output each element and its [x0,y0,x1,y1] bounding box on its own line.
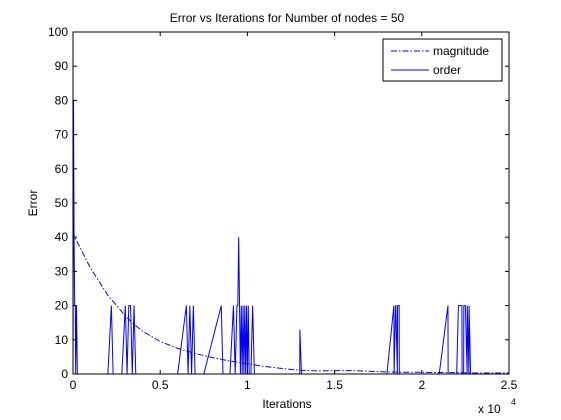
x-multiplier-text: x 10 [478,402,501,416]
y-tick-label: 90 [55,59,69,73]
x-tick-label: 2 [418,378,425,392]
plot-area [73,32,509,374]
y-tick-label: 30 [55,264,69,278]
x-multiplier-exponent: 4 [511,397,516,407]
y-tick-label: 70 [55,128,69,142]
legend-label-order: order [433,63,461,77]
x-multiplier: x 10 4 [478,397,516,416]
y-tick-label: 50 [55,196,69,210]
x-axis-label: Iterations [262,397,311,411]
y-tick-label: 40 [55,230,69,244]
x-tick-label: 0 [70,378,77,392]
y-tick-label: 20 [55,299,69,313]
y-tick-label: 10 [55,333,69,347]
y-tick-label: 60 [55,162,69,176]
x-tick-label: 1.5 [326,378,343,392]
y-tick-label: 0 [61,367,68,381]
y-tick-label: 100 [48,25,68,39]
chart-title: Error vs Iterations for Number of nodes … [170,11,405,25]
legend-label-magnitude: magnitude [433,44,489,58]
legend: magnitude order [382,38,503,82]
x-tick-label: 2.5 [501,378,518,392]
ticks-layer: 0 0.5 1 1.5 2 2.5 0 10 20 30 40 50 60 70 80 90 100 [48,25,518,392]
x-tick-label: 0.5 [152,378,169,392]
y-tick-label: 80 [55,93,69,107]
x-tick-label: 1 [244,378,251,392]
legend-box [382,38,503,82]
y-axis-label: Error [26,190,40,217]
plot-background [73,32,509,374]
